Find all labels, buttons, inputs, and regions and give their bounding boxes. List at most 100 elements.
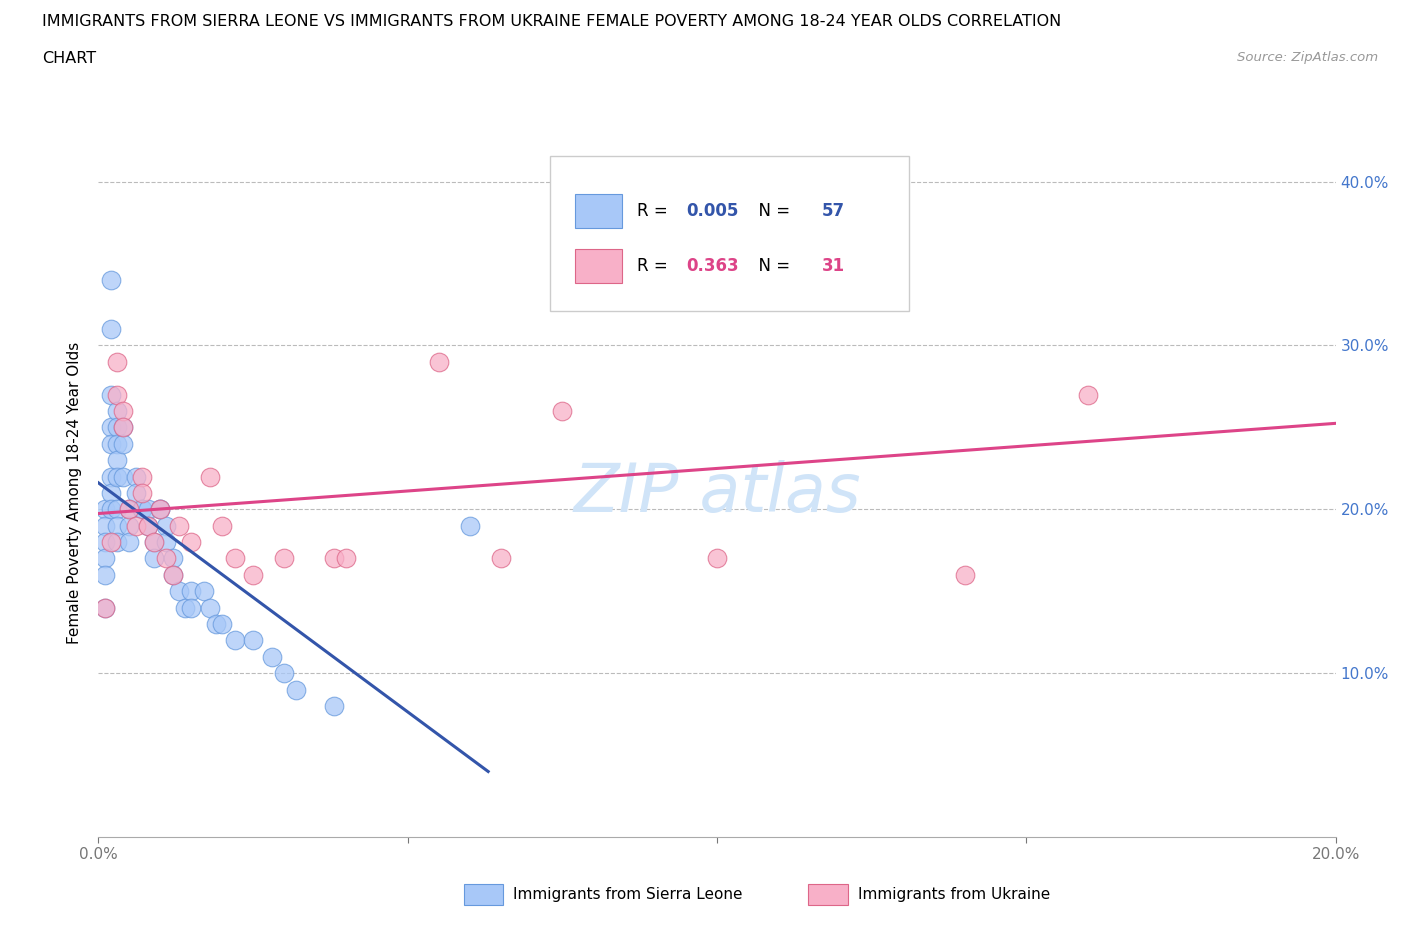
Point [93,600,115,615]
Point [124,518,146,533]
Text: N =: N = [748,202,790,219]
Point [211,617,233,631]
Text: 0.005: 0.005 [686,202,738,219]
Point [136,502,159,517]
Point [551,404,574,418]
Point [105,436,128,451]
FancyBboxPatch shape [550,155,908,311]
Point [112,469,135,484]
Point [285,682,308,697]
FancyBboxPatch shape [575,248,621,283]
Text: R =: R = [637,202,672,219]
Point [149,502,172,517]
Point [198,469,221,484]
Point [93,551,115,565]
Point [118,502,141,517]
Y-axis label: Female Poverty Among 18-24 Year Olds: Female Poverty Among 18-24 Year Olds [67,342,83,644]
Point [118,535,141,550]
Point [105,387,128,402]
Text: N =: N = [748,257,790,274]
Point [953,567,976,582]
Point [180,535,202,550]
Text: R =: R = [637,257,672,274]
Point [273,551,295,565]
Point [131,469,153,484]
Text: IMMIGRANTS FROM SIERRA LEONE VS IMMIGRANTS FROM UKRAINE FEMALE POVERTY AMONG 18-: IMMIGRANTS FROM SIERRA LEONE VS IMMIGRAN… [42,14,1062,29]
Point [105,404,128,418]
Point [162,567,184,582]
Point [105,535,128,550]
Point [93,567,115,582]
Point [105,518,128,533]
Point [124,469,146,484]
Point [335,551,357,565]
Text: 0.363: 0.363 [686,257,738,274]
Point [93,600,115,615]
Point [118,518,141,533]
Point [427,354,450,369]
Point [118,502,141,517]
Point [706,551,728,565]
Point [167,518,190,533]
Point [93,502,115,517]
Point [93,518,115,533]
Text: 31: 31 [823,257,845,274]
Point [100,272,122,287]
Point [180,600,202,615]
Point [193,584,215,599]
Point [155,551,177,565]
Point [205,617,228,631]
Point [105,453,128,468]
Point [143,551,166,565]
Point [174,600,197,615]
Point [242,567,264,582]
Text: ZIP atlas: ZIP atlas [574,460,860,525]
Point [167,584,190,599]
Point [100,436,122,451]
Point [260,649,283,664]
Point [105,420,128,435]
Point [149,502,172,517]
Point [100,535,122,550]
Point [489,551,512,565]
Point [211,518,233,533]
Point [100,469,122,484]
Point [155,535,177,550]
Point [112,420,135,435]
Point [1077,387,1099,402]
Point [136,518,159,533]
Point [180,584,202,599]
Point [131,485,153,500]
Point [224,551,246,565]
Point [100,322,122,337]
Point [100,502,122,517]
Point [105,469,128,484]
Point [100,485,122,500]
Point [149,502,172,517]
Point [198,600,221,615]
Point [458,518,481,533]
Text: CHART: CHART [42,51,96,66]
Point [136,518,159,533]
Point [105,502,128,517]
Point [162,567,184,582]
Point [112,436,135,451]
Point [242,633,264,648]
FancyBboxPatch shape [575,193,621,228]
Point [131,502,153,517]
Point [322,698,344,713]
Point [768,256,790,271]
Point [155,518,177,533]
Point [224,633,246,648]
Text: 57: 57 [823,202,845,219]
Point [131,502,153,517]
Text: Immigrants from Sierra Leone: Immigrants from Sierra Leone [513,887,742,902]
Text: Immigrants from Ukraine: Immigrants from Ukraine [858,887,1050,902]
Point [105,354,128,369]
Point [273,666,295,681]
Point [322,551,344,565]
Text: Source: ZipAtlas.com: Source: ZipAtlas.com [1237,51,1378,64]
Point [112,420,135,435]
Point [143,535,166,550]
Point [124,485,146,500]
